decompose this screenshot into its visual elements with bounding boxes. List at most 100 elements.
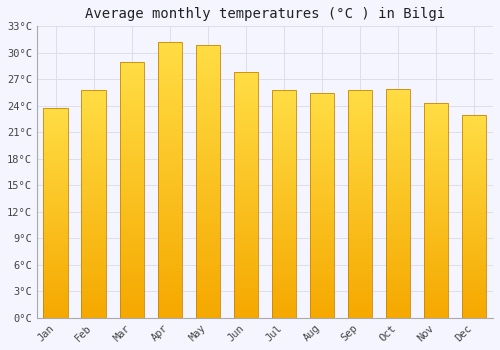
Bar: [348, 174, 372, 176]
Bar: [386, 139, 410, 142]
Bar: [82, 170, 106, 172]
Bar: [196, 190, 220, 192]
Bar: [272, 222, 296, 224]
Bar: [272, 147, 296, 149]
Bar: [348, 227, 372, 229]
Bar: [348, 90, 372, 318]
Bar: [424, 202, 448, 204]
Bar: [158, 197, 182, 199]
Bar: [348, 311, 372, 313]
Bar: [234, 301, 258, 303]
Bar: [196, 187, 220, 190]
Bar: [82, 250, 106, 252]
Bar: [120, 210, 144, 213]
Bar: [272, 92, 296, 94]
Bar: [348, 231, 372, 233]
Bar: [310, 237, 334, 239]
Bar: [196, 277, 220, 280]
Bar: [310, 277, 334, 280]
Bar: [424, 200, 448, 202]
Bar: [120, 120, 144, 123]
Bar: [44, 148, 68, 150]
Bar: [386, 274, 410, 277]
Bar: [310, 115, 334, 117]
Bar: [348, 250, 372, 252]
Bar: [310, 176, 334, 178]
Bar: [82, 174, 106, 176]
Bar: [348, 133, 372, 135]
Bar: [82, 135, 106, 138]
Bar: [386, 130, 410, 133]
Bar: [44, 223, 68, 225]
Bar: [234, 281, 258, 284]
Bar: [120, 113, 144, 116]
Bar: [386, 272, 410, 274]
Bar: [196, 165, 220, 168]
Bar: [272, 279, 296, 281]
Bar: [272, 218, 296, 220]
Bar: [82, 133, 106, 135]
Bar: [120, 77, 144, 79]
Bar: [462, 269, 486, 271]
Bar: [272, 131, 296, 133]
Bar: [424, 181, 448, 183]
Bar: [348, 279, 372, 281]
Bar: [44, 141, 68, 143]
Bar: [196, 116, 220, 119]
Bar: [462, 257, 486, 259]
Bar: [196, 91, 220, 94]
Bar: [462, 157, 486, 159]
Bar: [196, 304, 220, 307]
Bar: [462, 218, 486, 220]
Bar: [386, 151, 410, 153]
Bar: [386, 172, 410, 174]
Bar: [196, 269, 220, 272]
Bar: [120, 195, 144, 197]
Bar: [82, 220, 106, 222]
Bar: [386, 222, 410, 224]
Bar: [44, 286, 68, 288]
Bar: [82, 243, 106, 245]
Bar: [158, 224, 182, 227]
Bar: [196, 53, 220, 56]
Bar: [348, 147, 372, 149]
Bar: [158, 166, 182, 169]
Bar: [234, 197, 258, 200]
Bar: [44, 257, 68, 259]
Bar: [44, 293, 68, 295]
Bar: [386, 215, 410, 217]
Bar: [158, 81, 182, 84]
Bar: [462, 281, 486, 283]
Bar: [424, 277, 448, 279]
Bar: [196, 86, 220, 89]
Bar: [424, 305, 448, 307]
Bar: [158, 122, 182, 125]
Bar: [310, 275, 334, 277]
Bar: [348, 247, 372, 250]
Bar: [310, 162, 334, 164]
Bar: [82, 261, 106, 263]
Bar: [120, 100, 144, 103]
Bar: [158, 241, 182, 244]
Bar: [234, 296, 258, 298]
Bar: [234, 136, 258, 139]
Bar: [82, 124, 106, 126]
Bar: [120, 162, 144, 164]
Bar: [120, 95, 144, 98]
Bar: [272, 138, 296, 140]
Bar: [234, 219, 258, 222]
Bar: [272, 142, 296, 145]
Bar: [120, 133, 144, 136]
Bar: [348, 199, 372, 202]
Bar: [234, 170, 258, 173]
Bar: [272, 124, 296, 126]
Bar: [196, 124, 220, 127]
Bar: [272, 108, 296, 110]
Bar: [120, 192, 144, 195]
Bar: [196, 299, 220, 301]
Bar: [44, 112, 68, 114]
Bar: [82, 181, 106, 183]
Bar: [120, 246, 144, 249]
Bar: [196, 266, 220, 269]
Bar: [44, 107, 68, 318]
